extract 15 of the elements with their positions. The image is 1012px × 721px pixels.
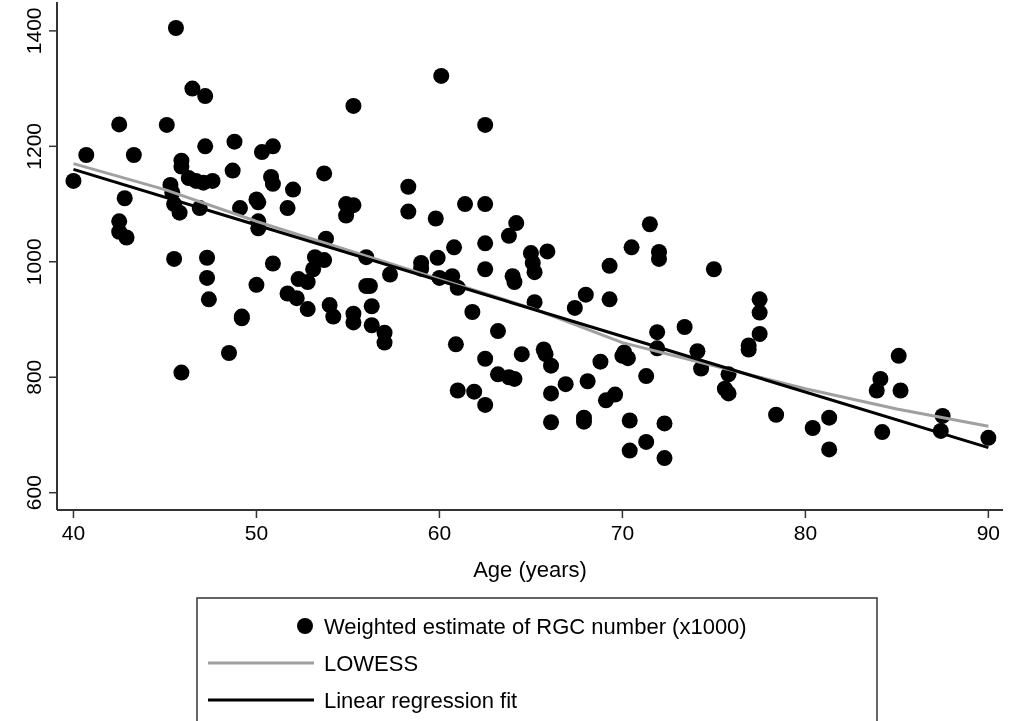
x-axis-title: Age (years) [473,557,587,582]
y-tick-label: 800 [22,359,45,395]
legend-label: Weighted estimate of RGC number (x1000) [324,614,747,639]
y-tick-label: 600 [22,475,45,511]
x-tick-label: 50 [244,521,269,544]
legend-label: Linear regression fit [324,688,518,713]
x-tick-label: 70 [610,521,635,544]
y-tick-label: 1000 [22,238,45,286]
x-tick-label: 80 [793,521,818,544]
x-tick-label: 90 [976,521,1001,544]
x-tick-label: 40 [61,521,86,544]
x-tick-label: 60 [427,521,452,544]
y-tick-label: 1200 [22,122,45,170]
y-tick-label: 1400 [22,7,45,55]
legend-label: LOWESS [324,651,419,676]
